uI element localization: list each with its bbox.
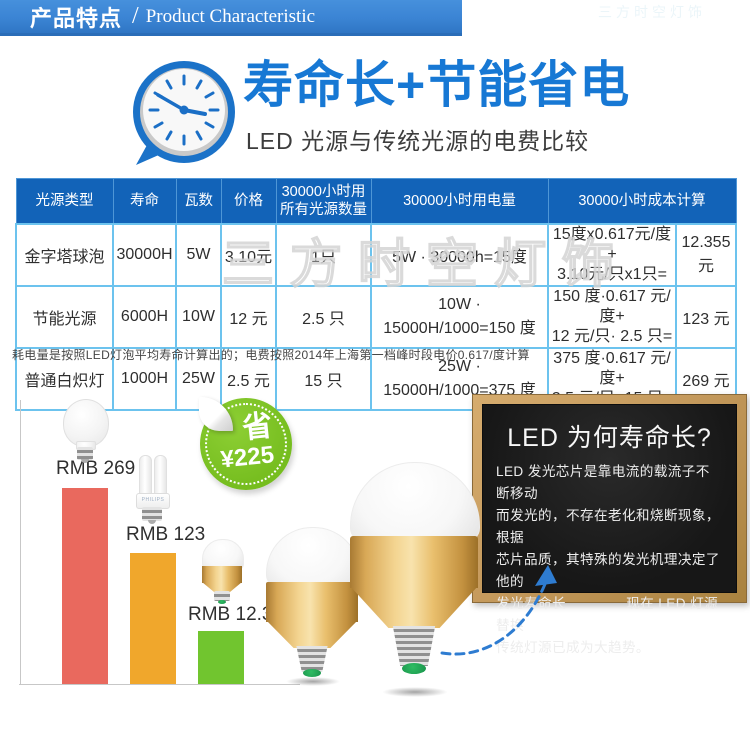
cell-result: 12.355元 [674, 223, 738, 287]
banner-title-en: Product Characteristic [145, 5, 316, 27]
col-header-source-type: 光源类型 [15, 178, 114, 225]
bar-incandescent [62, 488, 108, 684]
col-header-qty: 30000小时用 所有光源数量 [275, 178, 372, 225]
page-title: 寿命长+节能省电 [243, 57, 631, 113]
cost-comparison-table: 光源类型 寿命 瓦数 价格 30000小时用 所有光源数量 30000小时用电量… [15, 178, 738, 411]
banner-title-cn: 产品特点 [30, 5, 123, 31]
savings-badge: 省 ¥225 [199, 397, 292, 490]
dashed-arrow-icon [440, 565, 557, 656]
cell-qty: 1只 [275, 223, 372, 287]
section-header-banner: 产品特点 / Product Characteristic [0, 0, 462, 36]
table-header-row: 光源类型 寿命 瓦数 价格 30000小时用 所有光源数量 30000小时用电量… [15, 178, 737, 225]
bar-cfl [130, 553, 176, 684]
cell-power: 5W · 30000h=15度 [370, 223, 549, 287]
bar-led [198, 631, 244, 684]
table-footnote: 耗电量是按照LED灯泡平均寿命计算出的；电费按照2014年上海第一档峰时段电价0… [12, 348, 530, 362]
chart-y-axis [20, 400, 21, 685]
cell-name: 金字塔球泡 [15, 223, 114, 287]
bar-label-cfl: RMB 123 [126, 524, 206, 545]
badge-dotted-ring [205, 403, 287, 485]
table-row: 节能光源 6000H 10W 12 元 2.5 只 10W · 15000H/1… [15, 285, 738, 349]
cell-lifespan: 6000H [112, 285, 177, 349]
chart-x-axis [19, 684, 300, 685]
cell-lifespan: 1000H [112, 347, 177, 411]
banner-slash: / [132, 3, 139, 29]
cell-wattage: 10W [175, 285, 222, 349]
cell-name: 普通白炽灯 [15, 347, 114, 411]
col-header-price: 价格 [220, 178, 277, 225]
col-header-wattage: 瓦数 [175, 178, 222, 225]
bar-label-incandescent: RMB 269 [56, 458, 136, 479]
cell-price: 12 元 [220, 285, 277, 349]
table-row: 金字塔球泡 30000H 5W 3.10元 1只 5W · 30000h=15度… [15, 223, 738, 287]
blackboard-title: LED 为何寿命长? [507, 424, 712, 452]
cell-qty: 15 只 [275, 347, 372, 411]
page-subtitle: LED 光源与传统光源的电费比较 [246, 128, 590, 154]
col-header-cost-calc: 30000小时成本计算 [547, 178, 737, 225]
badge-amount-label: ¥225 [219, 441, 276, 474]
table-row: 普通白炽灯 1000H 25W 2.5 元 15 只 25W · 15000H/… [15, 347, 738, 411]
blackboard: LED 为何寿命长? LED 发光芯片是靠电流的载流子不断移动 而发光的，不存在… [472, 394, 747, 655]
cell-lifespan: 30000H [112, 223, 177, 287]
cell-power: 10W · 15000H/1000=150 度 [370, 285, 549, 349]
col-header-lifespan: 寿命 [112, 178, 177, 225]
cell-result: 123 元 [674, 285, 738, 349]
badge-save-label: 省 [240, 409, 274, 446]
clock-icon [131, 59, 237, 169]
cell-name: 节能光源 [15, 285, 114, 349]
cell-formula: 150 度·0.617 元/度+ 12 元/只· 2.5 只= [547, 285, 677, 349]
cell-wattage: 5W [175, 223, 222, 287]
cell-formula: 15度x0.617元/度+ 3.10元/只x1只= [547, 223, 677, 287]
cell-qty: 2.5 只 [275, 285, 372, 349]
blackboard-body: LED 发光芯片是靠电流的载流子不断移动 而发光的，不存在老化和烧断现象，根据 … [496, 464, 720, 656]
col-header-power-use: 30000小时用电量 [370, 178, 549, 225]
cell-price: 3.10元 [220, 223, 277, 287]
watermark-top-right: 三方时空灯饰 [598, 4, 706, 20]
blackboard-slate: LED 为何寿命长? LED 发光芯片是靠电流的载流子不断移动 而发光的，不存在… [482, 404, 737, 655]
